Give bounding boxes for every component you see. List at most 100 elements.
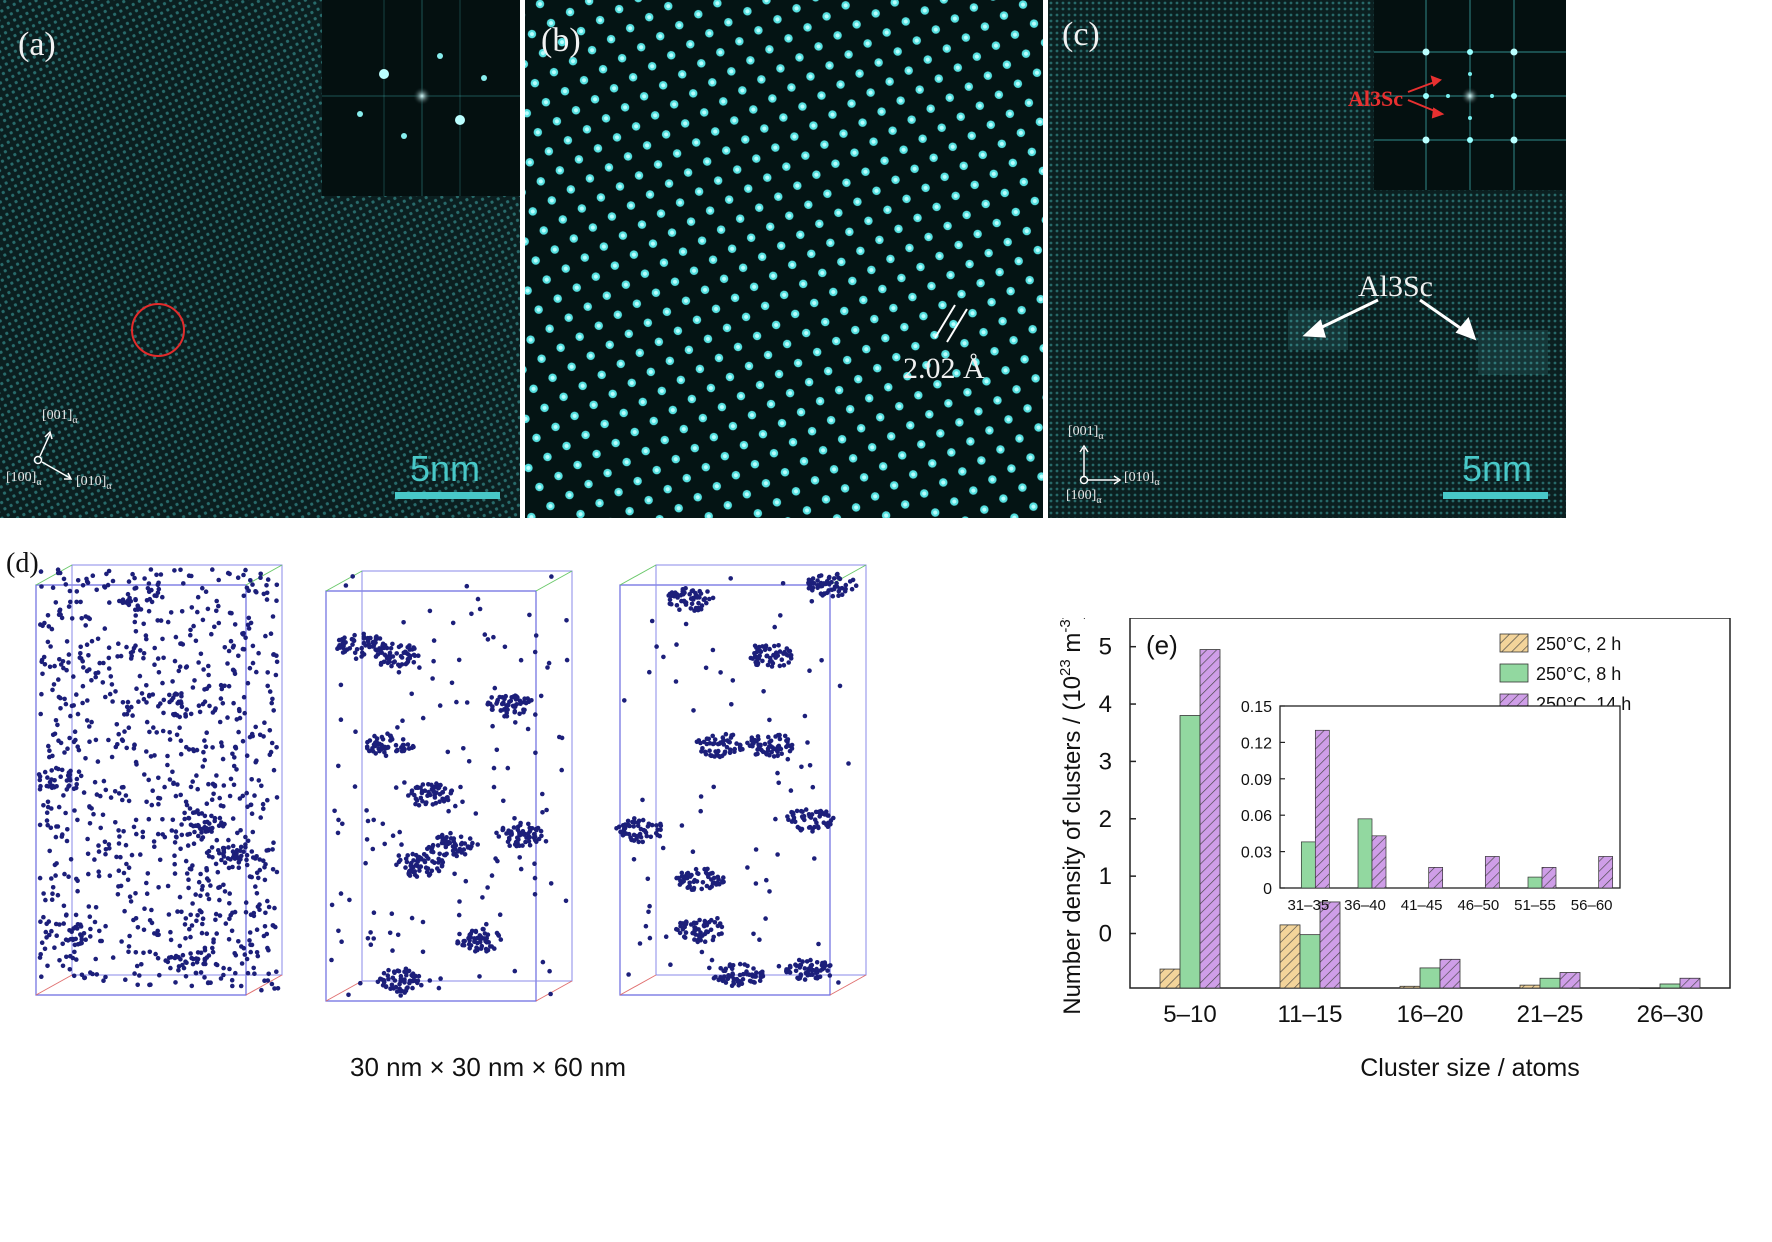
apt-cluster-atom: [767, 655, 773, 661]
apt-atom: [216, 577, 221, 583]
apt-atom: [230, 910, 235, 916]
apt-cluster-atom: [740, 746, 745, 752]
apt-atom: [125, 877, 131, 883]
apt-atom: [226, 648, 232, 654]
apt-cluster-atom: [674, 875, 679, 881]
apt-atom: [176, 668, 182, 674]
apt-atom: [485, 885, 490, 890]
apt-atom: [776, 963, 782, 969]
apt-atom: [252, 971, 257, 976]
inset-x-tick-label: 31–35: [1287, 897, 1329, 914]
apt-atom: [194, 773, 199, 778]
apt-atom: [249, 777, 254, 782]
apt-atom: [179, 609, 185, 614]
apt-cluster-atom: [212, 815, 218, 821]
apt-atom: [252, 793, 257, 798]
apt-atom: [207, 703, 212, 709]
apt-atom: [116, 641, 121, 646]
apt-atom: [151, 725, 156, 730]
inset-x-tick-label: 56–60: [1571, 897, 1613, 914]
apt-atom: [807, 668, 812, 673]
apt-atom: [120, 797, 125, 803]
apt-atom: [117, 834, 122, 839]
apt-cluster-atom: [435, 786, 441, 791]
apt-atom: [151, 839, 157, 844]
apt-cluster-atom: [720, 880, 725, 885]
apt-cluster-atom: [220, 823, 226, 829]
apt-atom: [96, 843, 101, 848]
apt-atom: [113, 820, 118, 825]
apt-atom: [116, 828, 121, 833]
apt-atom: [162, 834, 168, 840]
apt-atom: [142, 576, 147, 581]
apt-atom: [133, 629, 139, 634]
apt-atom: [169, 828, 175, 833]
apt-atom: [538, 693, 544, 699]
apt-atom: [271, 652, 277, 657]
apt-cluster-atom: [518, 701, 523, 706]
apt-atom: [107, 600, 112, 605]
apt-atom: [132, 619, 138, 625]
apt-atom: [512, 968, 518, 974]
inset-y-tick-label: 0: [1263, 881, 1272, 898]
apt-atom: [236, 729, 241, 735]
apt-atom: [90, 971, 95, 977]
apt-cluster-atom: [430, 842, 436, 848]
apt-atom: [80, 583, 86, 588]
apt-atom: [269, 981, 275, 987]
apt-atom: [106, 568, 112, 574]
apt-cluster-atom: [689, 588, 695, 594]
apt-atom: [155, 582, 161, 588]
apt-atom: [79, 972, 85, 978]
apt-atom: [100, 680, 106, 685]
apt-cluster-atom: [44, 783, 50, 789]
apt-atom: [144, 636, 149, 642]
apt-cluster-atom: [509, 695, 514, 700]
panel-label-d: (d): [6, 548, 39, 579]
apt-atom: [232, 671, 238, 677]
apt-cluster-atom: [757, 648, 763, 654]
apt-cluster-atom: [494, 830, 499, 836]
apt-atom: [186, 885, 191, 891]
apt-atom: [243, 635, 248, 641]
apt-cluster-atom: [467, 945, 473, 951]
apt-atom: [195, 594, 201, 600]
stem-lattice-b: [525, 0, 1043, 518]
apt-cluster-atom: [731, 979, 736, 984]
apt-atom: [246, 588, 251, 593]
apt-atom: [274, 869, 280, 875]
apt-atom: [177, 943, 183, 949]
apt-atom: [527, 612, 532, 618]
apt-cluster-atom: [492, 946, 497, 951]
apt-atom: [103, 974, 108, 980]
apt-cluster-atom: [198, 970, 204, 975]
apt-cluster-atom: [467, 938, 472, 943]
apt-atom: [248, 620, 254, 626]
apt-atom: [114, 722, 120, 727]
apt-atom: [456, 912, 462, 918]
apt-atom: [37, 822, 43, 828]
apt-cluster-atom: [451, 852, 456, 857]
apt-cluster-atom: [520, 843, 525, 848]
apt-cluster-atom: [453, 843, 459, 848]
apt-cluster-atom: [775, 653, 781, 658]
apt-cluster-atom: [365, 636, 371, 642]
apt-atom: [165, 883, 171, 889]
apt-cluster-atom: [763, 643, 769, 648]
apt-cluster-atom: [715, 923, 721, 929]
apt-atom: [540, 791, 545, 797]
apt-cluster-atom: [522, 707, 527, 713]
apt-cluster-atom: [371, 639, 376, 645]
apt-cluster-atom: [179, 704, 185, 710]
apt-atom: [150, 692, 156, 697]
apt-cluster-atom: [752, 651, 757, 656]
apt-atom: [62, 750, 67, 755]
x-tick-label: 11–15: [1278, 1001, 1343, 1028]
apt-atom: [505, 765, 511, 771]
apt-cluster-atom: [65, 938, 71, 943]
apt-cluster-atom: [758, 970, 763, 976]
apt-cluster-atom: [689, 872, 694, 878]
apt-cluster-atom: [410, 851, 416, 857]
apt-atom: [241, 593, 247, 599]
apt-atom: [232, 622, 238, 627]
